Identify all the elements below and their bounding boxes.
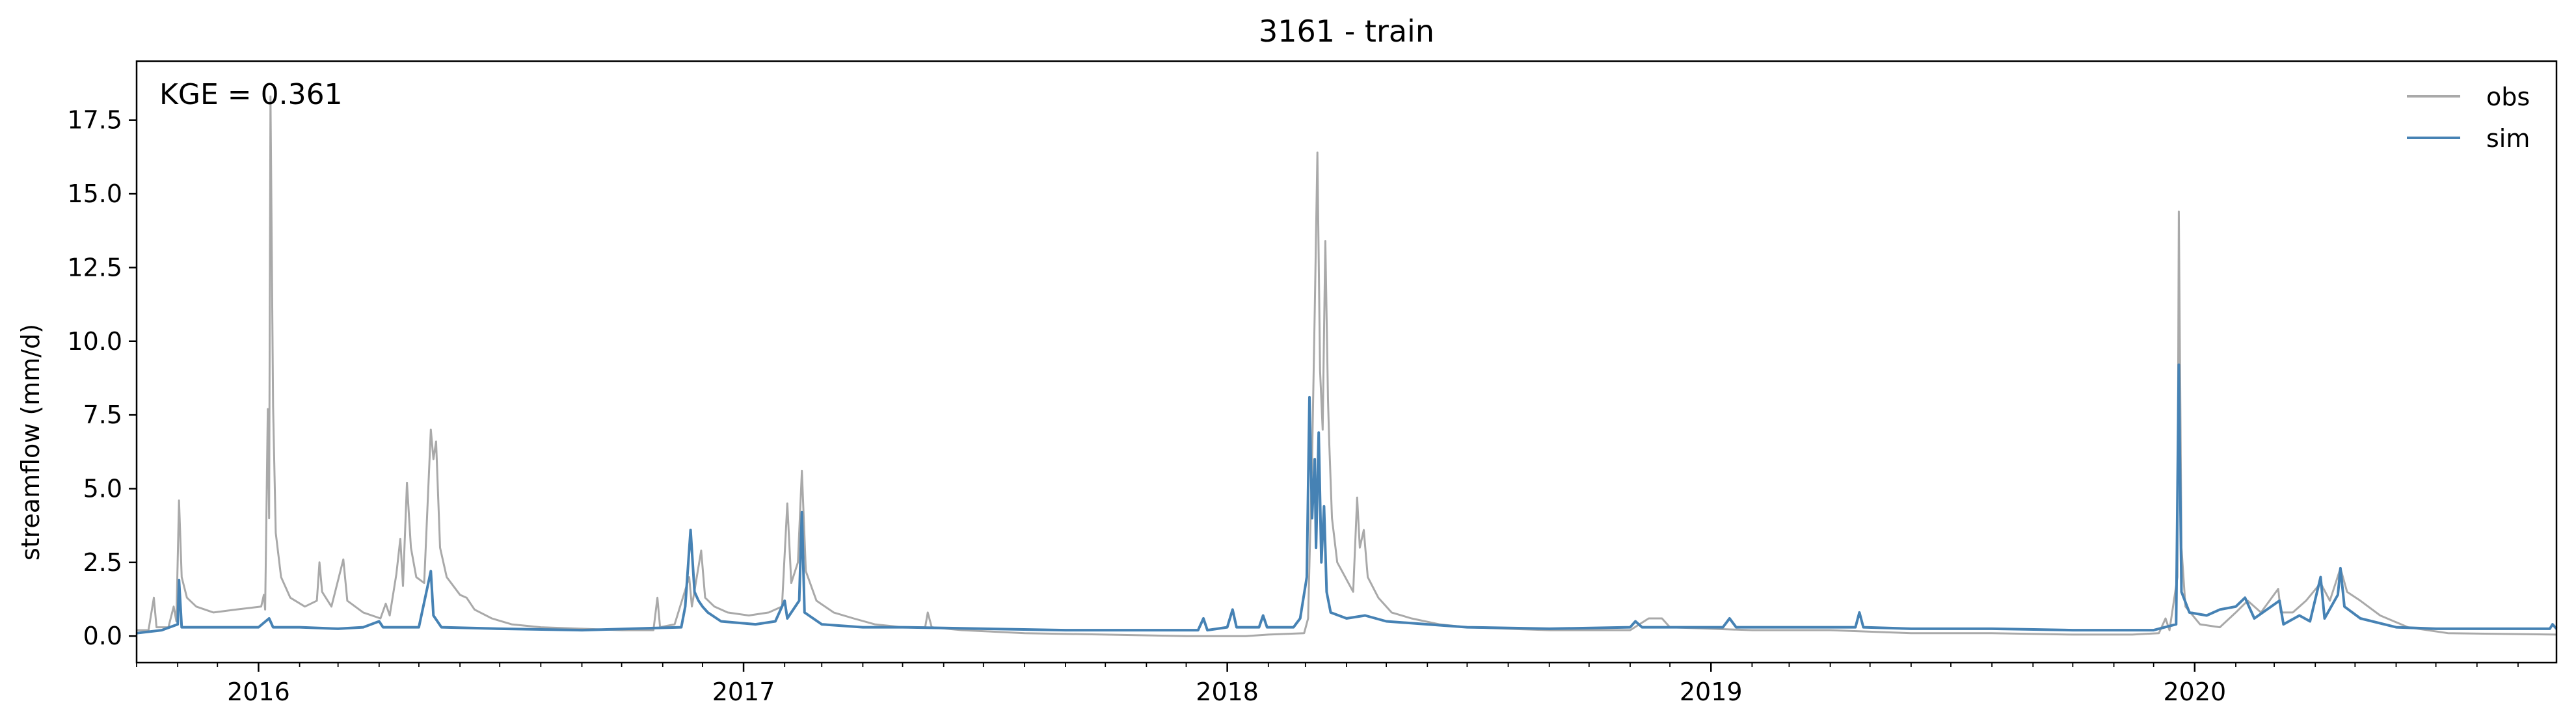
axes-frame — [135, 60, 2558, 664]
kge-annotation: KGE = 0.361 — [159, 78, 343, 111]
y-tick-label: 0.0 — [83, 622, 122, 650]
x-tick-label: 2016 — [227, 678, 290, 706]
plot-area — [136, 95, 2558, 637]
y-tick-label: 12.5 — [67, 253, 122, 282]
y-tick-label: 15.0 — [67, 179, 122, 208]
chart-title: 3161 - train — [1259, 14, 1434, 49]
legend-sim-label: sim — [2486, 124, 2530, 153]
y-tick-label: 7.5 — [83, 401, 122, 429]
y-tick-label: 17.5 — [67, 106, 122, 135]
x-tick-label: 2017 — [712, 678, 775, 706]
y-axis-label: streamflow (mm/d) — [16, 324, 45, 561]
legend: obs sim — [2407, 83, 2530, 153]
series-line-sim — [136, 364, 2558, 635]
x-tick-label: 2019 — [1680, 678, 1743, 706]
legend-obs-label: obs — [2486, 83, 2530, 111]
series-line-obs — [137, 95, 2557, 637]
y-tick-label: 5.0 — [83, 474, 122, 503]
y-tick-label: 10.0 — [67, 327, 122, 356]
x-tick-label: 2020 — [2163, 678, 2226, 706]
x-tick-label: 2018 — [1196, 678, 1259, 706]
y-tick-label: 2.5 — [83, 548, 122, 577]
